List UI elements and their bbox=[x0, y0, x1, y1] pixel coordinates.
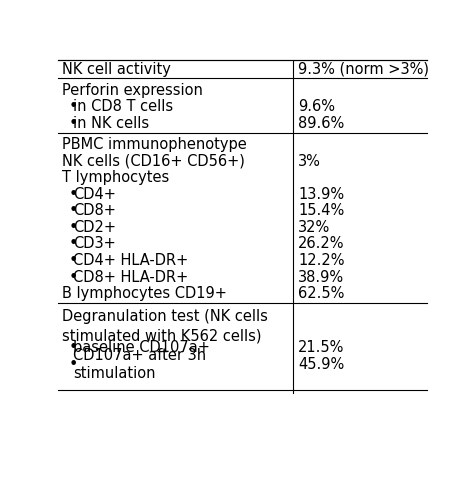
Text: •: • bbox=[69, 220, 78, 235]
Text: NK cell activity: NK cell activity bbox=[63, 62, 171, 77]
Text: 3%: 3% bbox=[298, 154, 321, 169]
Text: 38.9%: 38.9% bbox=[298, 269, 344, 284]
Text: CD107a+ after 3h
stimulation: CD107a+ after 3h stimulation bbox=[73, 348, 206, 381]
Text: •: • bbox=[69, 203, 78, 218]
Text: 9.3% (norm >3%): 9.3% (norm >3%) bbox=[298, 62, 429, 77]
Text: 13.9%: 13.9% bbox=[298, 187, 344, 202]
Text: CD4+ HLA-DR+: CD4+ HLA-DR+ bbox=[73, 253, 188, 268]
Text: in CD8 T cells: in CD8 T cells bbox=[73, 99, 173, 114]
Text: •: • bbox=[69, 237, 78, 252]
Text: •: • bbox=[69, 116, 78, 131]
Text: •: • bbox=[69, 269, 78, 284]
Text: 26.2%: 26.2% bbox=[298, 237, 345, 252]
Text: CD8+: CD8+ bbox=[73, 203, 116, 218]
Text: •: • bbox=[69, 187, 78, 202]
Text: CD8+ HLA-DR+: CD8+ HLA-DR+ bbox=[73, 269, 188, 284]
Text: 32%: 32% bbox=[298, 220, 330, 235]
Text: 9.6%: 9.6% bbox=[298, 99, 335, 114]
Text: CD2+: CD2+ bbox=[73, 220, 116, 235]
Text: PBMC immunophenotype: PBMC immunophenotype bbox=[63, 137, 247, 152]
Text: 21.5%: 21.5% bbox=[298, 340, 345, 355]
Text: •: • bbox=[69, 340, 78, 355]
Text: B lymphocytes CD19+: B lymphocytes CD19+ bbox=[63, 286, 227, 301]
Text: •: • bbox=[69, 357, 78, 372]
Text: baseline CD107a+: baseline CD107a+ bbox=[73, 340, 210, 355]
Text: T lymphocytes: T lymphocytes bbox=[63, 170, 170, 185]
Text: •: • bbox=[69, 253, 78, 268]
Text: •: • bbox=[69, 99, 78, 114]
Text: Degranulation test (NK cells
stimulated with K562 cells): Degranulation test (NK cells stimulated … bbox=[63, 309, 268, 344]
Text: CD4+: CD4+ bbox=[73, 187, 116, 202]
Text: 62.5%: 62.5% bbox=[298, 286, 345, 301]
Text: 15.4%: 15.4% bbox=[298, 203, 344, 218]
Text: 12.2%: 12.2% bbox=[298, 253, 345, 268]
Text: 89.6%: 89.6% bbox=[298, 116, 344, 131]
Text: Perforin expression: Perforin expression bbox=[63, 83, 203, 98]
Text: 45.9%: 45.9% bbox=[298, 357, 344, 372]
Text: NK cells (CD16+ CD56+): NK cells (CD16+ CD56+) bbox=[63, 154, 245, 169]
Text: in NK cells: in NK cells bbox=[73, 116, 149, 131]
Text: CD3+: CD3+ bbox=[73, 237, 116, 252]
